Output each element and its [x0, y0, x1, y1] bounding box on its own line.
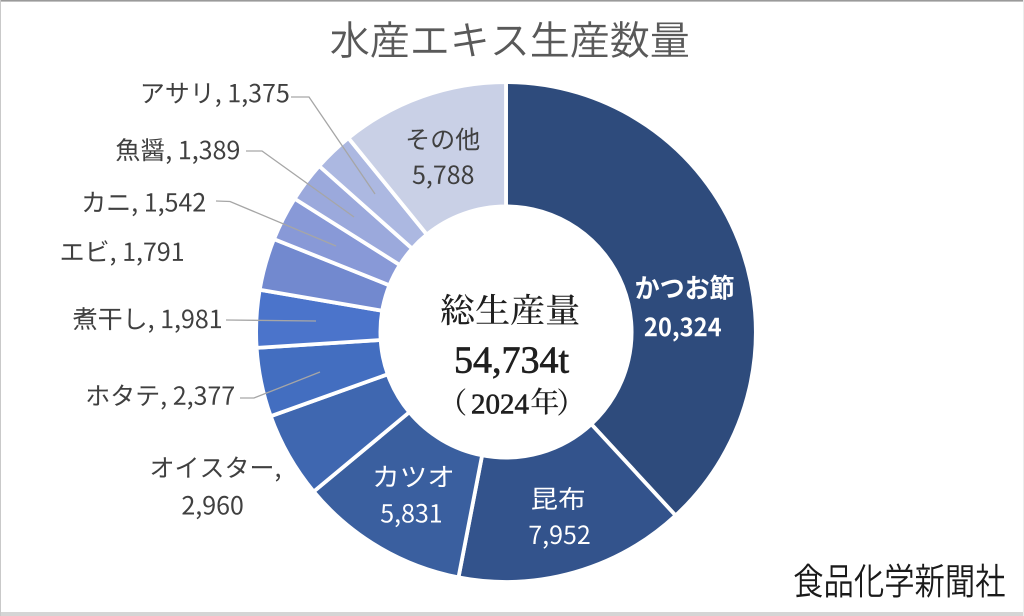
svg-text:54,734t: 54,734t [454, 339, 570, 381]
svg-text:2024: 2024 [471, 388, 530, 420]
